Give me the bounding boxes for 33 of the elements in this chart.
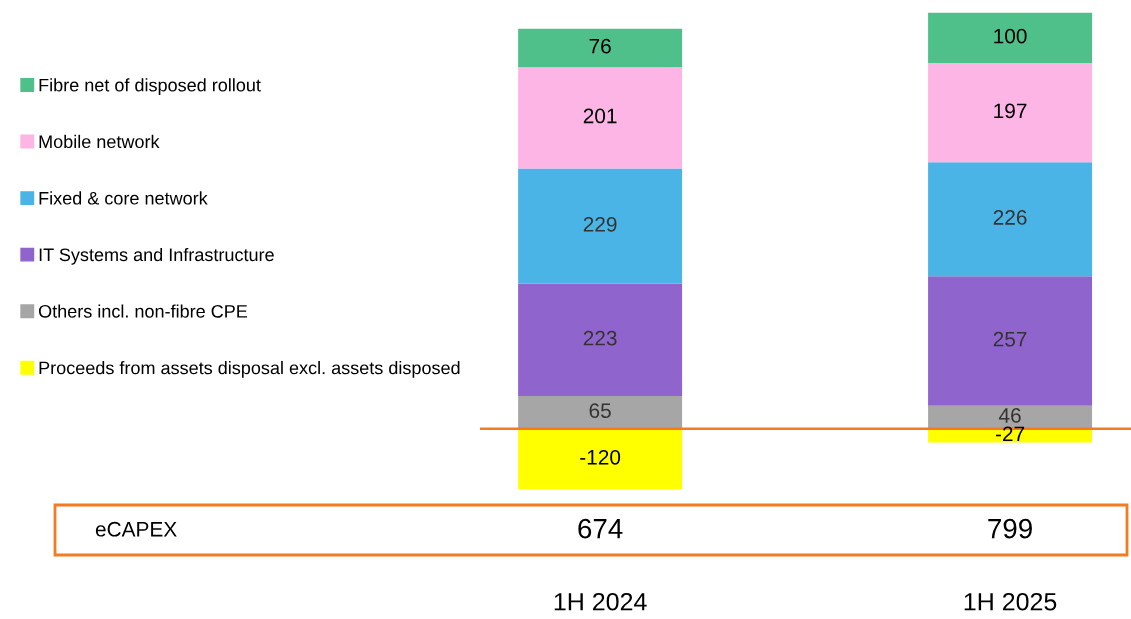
legend-label: Fibre net of disposed rollout	[39, 78, 261, 96]
data-label: 201	[583, 108, 617, 124]
bar	[928, 276, 1093, 406]
bar	[518, 28, 683, 68]
text: eCAPEX	[95, 521, 177, 537]
data-label: 46	[998, 408, 1021, 423]
bar	[518, 67, 683, 169]
data-label: 229	[583, 216, 617, 232]
bar	[518, 168, 683, 284]
legend-label: Others incl. non-fibre CPE	[38, 304, 248, 318]
total-label: 674	[578, 518, 623, 539]
data-label: 226	[993, 210, 1027, 225]
bar	[518, 283, 683, 397]
legend-label: Mobile network	[39, 134, 160, 149]
data-label: -27	[995, 426, 1025, 442]
bar	[928, 63, 1093, 163]
data-label: 65	[589, 403, 611, 419]
bar	[518, 396, 683, 429]
data-label: -120	[580, 449, 621, 465]
data-label: 223	[583, 330, 617, 346]
x-tick-label: 1H 2025	[964, 592, 1057, 611]
bar	[928, 162, 1093, 277]
bar	[518, 428, 683, 490]
data-label: 76	[589, 38, 611, 54]
legend-label: IT Systems and Infrastructure	[39, 247, 274, 265]
legend-label: Fixed & core network	[39, 191, 208, 205]
total-label: 799	[988, 518, 1032, 539]
legend-label: Proceeds from assets disposal excl. assets disposed	[39, 361, 460, 378]
data-label: 100	[994, 28, 1027, 44]
bar	[928, 12, 1093, 64]
x-tick-label: 1H 2024	[554, 592, 647, 611]
data-label: 257	[993, 331, 1027, 347]
data-label: 197	[994, 103, 1027, 119]
